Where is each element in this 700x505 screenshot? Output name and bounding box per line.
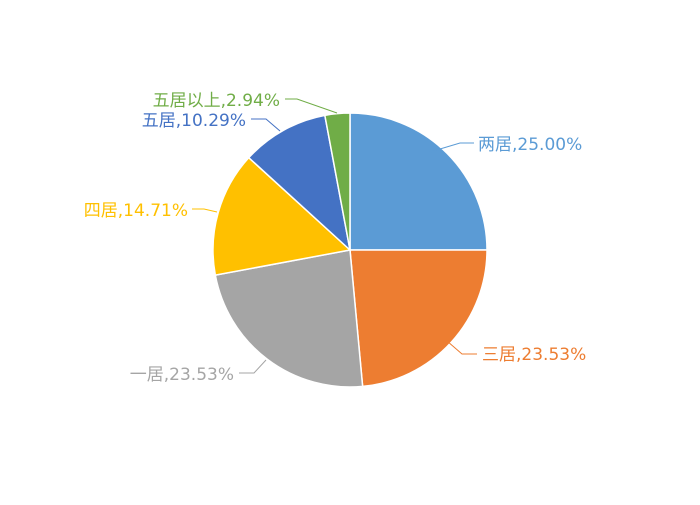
- leader-line-4: [192, 208, 218, 213]
- pie-slice-5: [247, 114, 352, 253]
- pie-slice-3: [214, 249, 364, 388]
- data-label-6: 五居以上,2.94%: [153, 91, 280, 111]
- leader-line-5: [251, 118, 281, 132]
- pie-slice-1: [349, 112, 488, 251]
- pie-data-labels: 两居,25.00% 三居,23.53% 一居,23.53% 四居,14.71% 五居,1…: [84, 91, 586, 385]
- leader-line-3: [239, 359, 267, 374]
- pie-slice-2: [349, 249, 488, 388]
- leader-line-6: [285, 98, 338, 114]
- data-label-1: 两居,25.00%: [478, 135, 582, 155]
- pie-slices: [212, 112, 488, 388]
- data-label-4: 四居,14.71%: [84, 201, 188, 221]
- pie-slice-4: [212, 156, 352, 277]
- data-label-2: 三居,23.53%: [482, 345, 586, 365]
- pie-slice-6: [323, 112, 351, 251]
- data-label-3: 一居,23.53%: [130, 365, 234, 385]
- leader-line-2: [446, 340, 477, 355]
- leader-line-1: [429, 142, 474, 153]
- data-label-5: 五居,10.29%: [142, 111, 246, 131]
